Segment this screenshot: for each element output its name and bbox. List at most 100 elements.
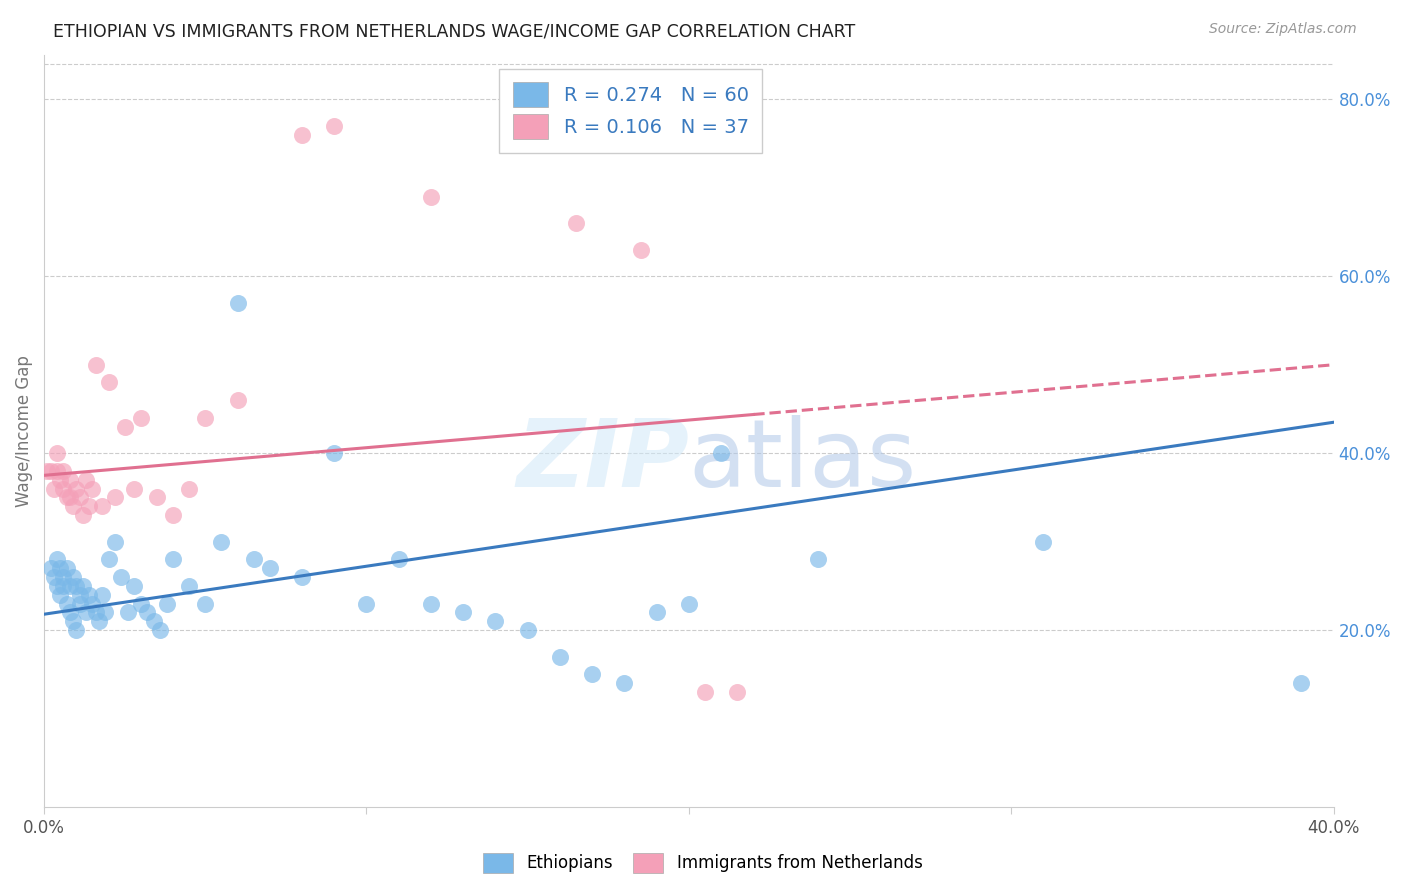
Point (323, 119, 346, 133)
Point (356, 597, 378, 611)
Point (91, 500, 114, 514)
Point (37, 464, 59, 478)
Point (420, 189, 443, 203)
Point (59, 473, 82, 487)
Text: ZIP: ZIP (516, 415, 689, 508)
Point (55, 597, 77, 611)
Point (82, 597, 104, 611)
Point (104, 491, 127, 505)
Point (516, 623, 538, 637)
Point (49, 473, 72, 487)
Text: ETHIOPIAN VS IMMIGRANTS FROM NETHERLANDS WAGE/INCOME GAP CORRELATION CHART: ETHIOPIAN VS IMMIGRANTS FROM NETHERLANDS… (53, 22, 856, 40)
Point (420, 597, 443, 611)
Point (46, 552, 69, 566)
Point (49, 588, 72, 602)
Point (146, 491, 169, 505)
Point (124, 482, 146, 496)
Point (226, 393, 249, 408)
Point (565, 216, 588, 230)
Point (1291, 676, 1313, 690)
Point (136, 606, 159, 620)
Point (114, 419, 136, 434)
Y-axis label: Wage/Income Gap: Wage/Income Gap (15, 355, 32, 507)
Point (613, 676, 636, 690)
Point (55, 491, 77, 505)
Point (129, 410, 152, 425)
Point (52, 570, 75, 584)
Point (451, 606, 474, 620)
Point (194, 410, 217, 425)
Point (72, 579, 94, 593)
Point (59, 606, 82, 620)
Point (548, 649, 571, 664)
Point (69, 597, 91, 611)
Point (72, 508, 94, 523)
Point (52, 579, 75, 593)
Point (630, 243, 652, 257)
Point (725, 685, 748, 699)
Point (259, 561, 281, 575)
Point (69, 588, 91, 602)
Point (179, 482, 201, 496)
Point (84, 358, 107, 372)
Text: atlas: atlas (689, 415, 917, 508)
Point (42, 570, 65, 584)
Point (162, 552, 184, 566)
Point (62, 500, 84, 514)
Point (179, 579, 201, 593)
Point (129, 597, 152, 611)
Point (388, 552, 411, 566)
Point (484, 615, 506, 629)
Point (124, 579, 146, 593)
Point (97, 552, 120, 566)
Point (156, 597, 179, 611)
Point (194, 597, 217, 611)
Point (1032, 534, 1054, 549)
Point (55, 561, 77, 575)
Point (149, 623, 172, 637)
Point (291, 128, 314, 142)
Point (87, 615, 110, 629)
Point (226, 295, 249, 310)
Point (323, 446, 346, 460)
Point (46, 579, 69, 593)
Text: Source: ZipAtlas.com: Source: ZipAtlas.com (1209, 22, 1357, 37)
Point (693, 685, 716, 699)
Point (117, 606, 139, 620)
Point (291, 570, 314, 584)
Point (62, 570, 84, 584)
Point (97, 376, 120, 390)
Point (242, 552, 264, 566)
Point (69, 491, 91, 505)
Point (710, 446, 733, 460)
Point (75, 606, 97, 620)
Point (49, 561, 72, 575)
Point (39, 561, 62, 575)
Point (645, 606, 668, 620)
Point (46, 464, 69, 478)
Point (91, 588, 114, 602)
Point (59, 579, 82, 593)
Point (75, 473, 97, 487)
Point (52, 482, 75, 496)
Point (77, 500, 100, 514)
Point (62, 615, 84, 629)
Point (65, 579, 87, 593)
Point (46, 446, 69, 460)
Point (581, 667, 603, 681)
Point (678, 597, 700, 611)
Point (84, 606, 107, 620)
Point (65, 482, 87, 496)
Point (39, 464, 62, 478)
Point (77, 588, 100, 602)
Point (59, 491, 82, 505)
Point (65, 623, 87, 637)
Point (209, 534, 232, 549)
Legend: Ethiopians, Immigrants from Netherlands: Ethiopians, Immigrants from Netherlands (477, 847, 929, 880)
Point (807, 552, 830, 566)
Point (162, 508, 184, 523)
Point (142, 615, 165, 629)
Point (52, 464, 75, 478)
Legend: R = 0.274   N = 60, R = 0.106   N = 37: R = 0.274 N = 60, R = 0.106 N = 37 (499, 69, 762, 153)
Point (110, 570, 132, 584)
